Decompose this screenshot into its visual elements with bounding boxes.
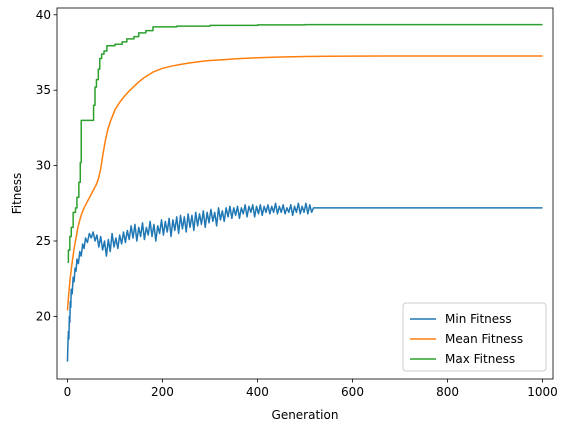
x-tick-label: 200 xyxy=(151,385,174,399)
x-tick-label: 400 xyxy=(246,385,269,399)
plot-lines xyxy=(66,23,543,362)
x-tick-label: 0 xyxy=(64,385,72,399)
mean-fitness-legend-label: Mean Fitness xyxy=(445,332,523,346)
mean-fitness-line xyxy=(66,55,543,311)
y-axis: 20 25 30 35 40 xyxy=(36,8,57,323)
y-tick-label: 35 xyxy=(36,83,51,97)
x-tick-label: 1000 xyxy=(527,385,558,399)
x-tick-label: 800 xyxy=(436,385,459,399)
plot-frame xyxy=(56,7,554,380)
min-fitness-line xyxy=(66,202,543,362)
y-tick-label: 25 xyxy=(36,234,51,248)
legend-box xyxy=(402,302,547,372)
max-fitness-line xyxy=(67,23,543,263)
y-tick-label: 40 xyxy=(36,8,51,22)
y-tick-label: 30 xyxy=(36,159,51,173)
legend: Min Fitness Mean Fitness Max Fitness xyxy=(402,302,547,372)
x-axis-label: Generation xyxy=(272,408,339,422)
max-fitness-legend-label: Max Fitness xyxy=(445,352,515,366)
x-tick-label: 600 xyxy=(341,385,364,399)
y-axis-label: Fitness xyxy=(10,173,24,215)
x-axis: 0 200 400 600 800 1000 xyxy=(64,379,558,399)
min-fitness-legend-label: Min Fitness xyxy=(445,312,512,326)
y-tick-label: 20 xyxy=(36,309,51,323)
